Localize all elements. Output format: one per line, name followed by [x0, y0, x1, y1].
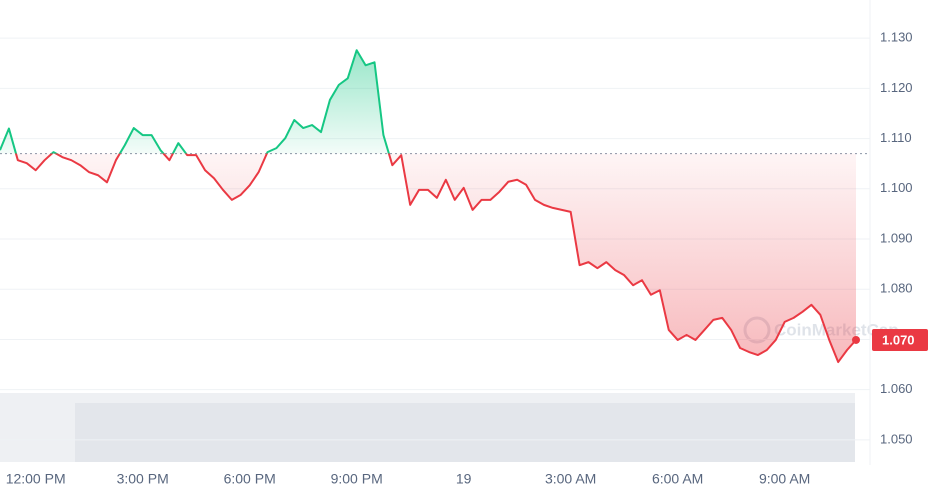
x-tick-label: 19: [456, 471, 472, 487]
volume-backdrop: [0, 393, 855, 462]
price-tag: [872, 328, 928, 351]
y-tick-label: 1.050: [880, 431, 913, 446]
x-tick-label: 6:00 AM: [652, 471, 703, 487]
x-tick-label: 6:00 PM: [224, 471, 276, 487]
y-tick-label: 1.130: [880, 30, 913, 45]
x-tick-label: 3:00 PM: [117, 471, 169, 487]
y-tick-label: 1.120: [880, 80, 913, 95]
last-price-dot: [852, 335, 860, 344]
x-tick-label: 9:00 PM: [331, 471, 383, 487]
y-tick-label: 1.060: [880, 381, 913, 396]
price-tag-label: 1.070: [882, 332, 915, 347]
y-tick-label: 1.080: [880, 281, 913, 296]
y-tick-label: 1.100: [880, 180, 913, 195]
price-line: [0, 49, 857, 364]
x-tick-label: 3:00 AM: [545, 471, 596, 487]
area-fill: [0, 50, 856, 363]
x-tick-label: 12:00 PM: [6, 471, 66, 487]
y-tick-label: 1.110: [880, 130, 912, 145]
x-tick-label: 9:00 AM: [759, 471, 810, 487]
y-tick-label: 1.090: [880, 230, 913, 245]
